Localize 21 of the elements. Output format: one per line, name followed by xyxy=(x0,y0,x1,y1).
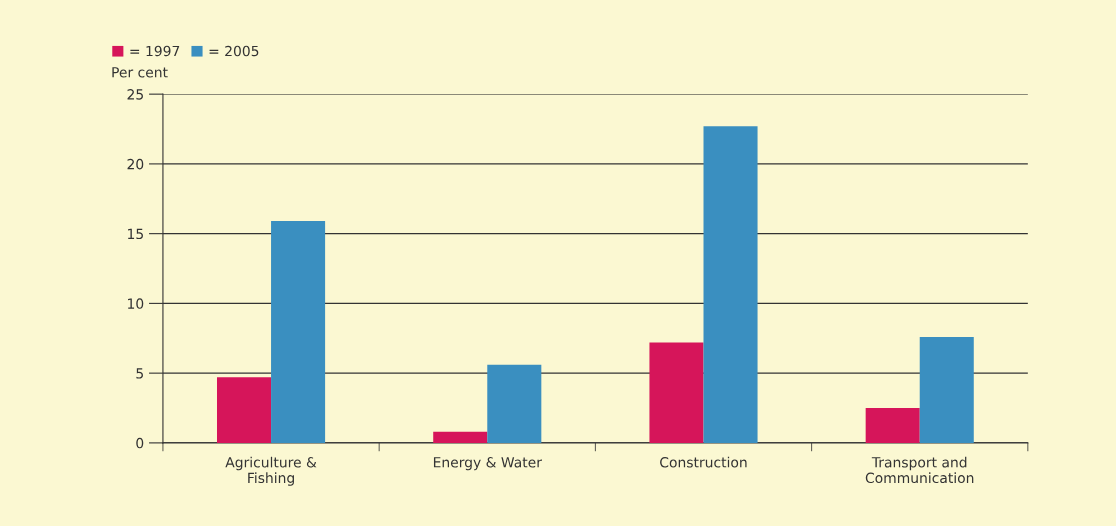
x-tick-label: Transport and Communication xyxy=(865,456,974,484)
y-tick-label: 20 xyxy=(127,158,144,170)
y-tick-label: 25 xyxy=(127,89,143,100)
bar xyxy=(649,342,704,443)
y-tick-label: 10 xyxy=(128,298,144,309)
bar xyxy=(487,364,542,443)
y-tick-label: 0 xyxy=(136,437,144,449)
legend-label: = 1997 xyxy=(130,45,180,57)
y-tick-label: 15 xyxy=(128,228,143,240)
bar xyxy=(216,377,272,443)
bar xyxy=(433,431,488,443)
bar xyxy=(271,221,326,443)
x-tick-label: Construction xyxy=(660,456,747,468)
x-tick-label: Energy & Water xyxy=(433,457,542,471)
legend-label: = 2005 xyxy=(209,45,259,57)
bar xyxy=(919,336,974,443)
bar xyxy=(865,408,920,443)
y-tick-label: 5 xyxy=(136,368,143,379)
y-axis-title: Per cent xyxy=(112,67,168,78)
x-tick-label: Agriculture & Fishing xyxy=(225,456,317,486)
bar xyxy=(703,126,758,443)
